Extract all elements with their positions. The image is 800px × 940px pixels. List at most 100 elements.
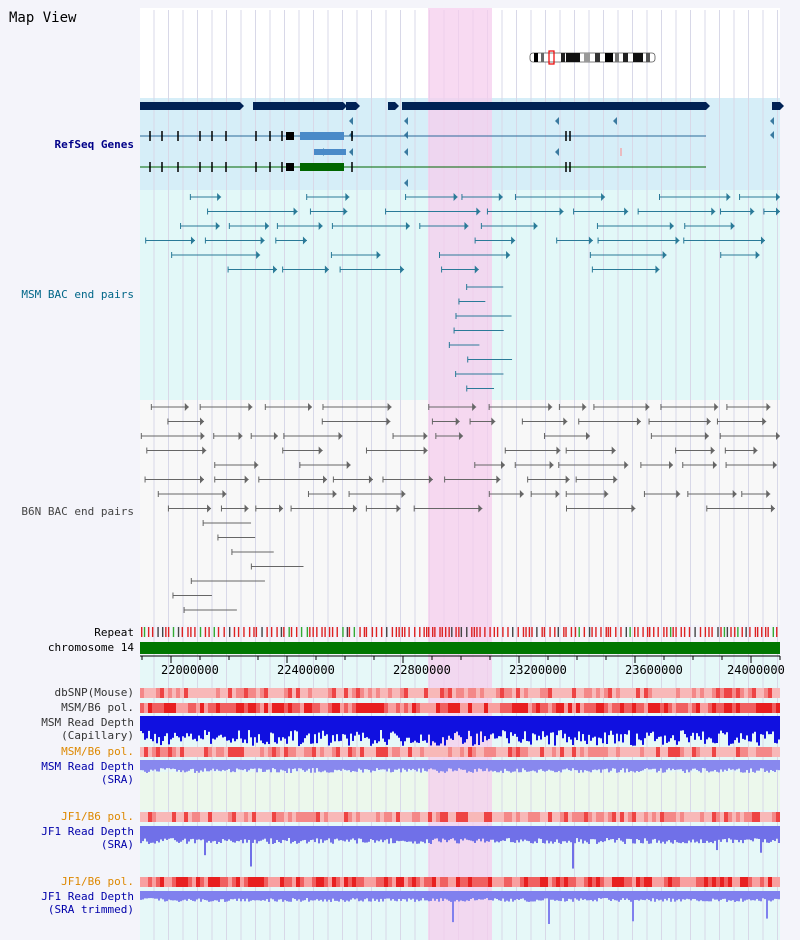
msm-sra-depth-bar [238,760,240,770]
msm-pol-heat-cell [584,703,588,713]
jf1-pol-heat-cell [752,812,756,822]
jf1-trimmed-depth-bar [390,891,392,901]
repeat-mark [414,627,416,637]
jf1-b6-pol-trimmed-label[interactable]: JF1/B6 pol. [61,875,134,888]
jf1-pol-trimmed-heat-cell [496,877,500,887]
msm-pol-heat-cell [628,703,632,713]
jf1-trimmed-depth-bar [374,891,376,901]
jf1-depth-bar [426,826,428,840]
jf1-trimmed-depth-bar [580,891,582,899]
jf1-pol-trimmed-heat-cell [208,877,212,887]
jf1-depth-bar [508,826,510,839]
jf1-pol-heat-cell [724,812,728,822]
b6n-bac-pair-marker [459,432,464,440]
jf1-pol-trimmed-heat-cell [248,877,252,887]
jf1-depth-bar [288,826,290,839]
jf1-depth-bar [186,826,188,844]
msm-pol-sra-heat-cell [184,747,188,757]
msm-depth-bar [208,716,210,732]
gene-exon [286,163,294,171]
jf1-trimmed-depth-bar [734,891,736,902]
jf1-trimmed-depth-bar [300,891,302,902]
msm-depth-bar [614,716,616,744]
msm-pol-heat-cell [612,703,616,713]
jf1-trimmed-depth-bar [418,891,420,902]
msm-bac-label[interactable]: MSM BAC end pairs [21,288,134,301]
jf1-trimmed-depth-bar [512,891,514,902]
jf1-depth-bar [684,826,686,844]
refseq-genes-label[interactable]: RefSeq Genes [54,138,134,151]
msm-depth-bar [188,716,190,737]
jf1-depth-bar [736,826,738,840]
msm-depth-bar [700,716,702,740]
msm-b6-pol-sra-label[interactable]: MSM/B6 pol. [61,745,134,758]
msm-sra-depth-bar [514,760,516,772]
jf1-pol-heat-cell [572,812,576,822]
jf1-pol-heat-cell [352,812,356,822]
jf1-trimmed-depth-bar [694,891,696,900]
repeat-mark [749,627,751,637]
jf1-depth-bar [592,826,594,840]
jf1-trimmed-depth-bar [570,891,572,900]
jf1-trimmed-depth-bar [228,891,230,901]
b6n-bac-pair-marker [613,475,618,484]
msm-read-depth-capillary-label[interactable]: MSM Read Depth (Capillary) [41,716,134,742]
jf1-depth-bar [738,826,740,843]
msm-sra-depth-bar [306,760,308,771]
msm-bac-pair-marker [293,207,298,216]
msm-sra-depth-bar [558,760,560,771]
msm-depth-bar [570,716,572,740]
jf1-trimmed-depth-bar [606,891,608,899]
msm-read-depth-sra-label[interactable]: MSM Read Depth (SRA) [41,760,134,786]
jf1-depth-bar [774,826,776,842]
jf1-read-depth-label[interactable]: JF1 Read Depth (SRA) [41,825,134,851]
repeat-mark [261,627,263,637]
jf1-pol-heat-cell [232,812,236,822]
b6n-bac-pair-marker [772,461,777,469]
msm-depth-bar [628,716,630,731]
jf1-depth-bar [392,826,394,844]
jf1-read-depth-trimmed-label[interactable]: JF1 Read Depth (SRA trimmed) [41,890,134,916]
msm-pol-sra-heat-cell [768,747,772,757]
jf1-pol-heat-cell [456,812,460,822]
msm-sra-depth-bar [250,760,252,769]
repeat-mark [243,627,245,637]
jf1-pol-heat-cell [772,812,776,822]
jf1-pol-trimmed-heat-cell [220,877,224,887]
msm-sra-depth-bar [168,760,170,769]
jf1-b6-pol-label[interactable]: JF1/B6 pol. [61,810,134,823]
dbsnp-heat-cell [176,688,180,698]
msm-sra-depth-bar [294,760,296,769]
repeat-mark [306,627,309,637]
dbsnp-heat-cell [384,688,388,698]
b6n-bac-label[interactable]: B6N BAC end pairs [21,505,134,518]
dbsnp-label[interactable]: dbSNP(Mouse) [54,686,134,699]
msm-pol-sra-heat-cell [176,747,180,757]
msm-pol-heat-cell [740,703,744,713]
msm-depth-bar [608,716,610,736]
jf1-pol-heat-cell [344,812,348,822]
b6n-bac-pair-marker [273,432,278,440]
dbsnp-heat-cell [212,688,216,698]
b6n-bac-pair-marker [202,446,207,455]
msm-pol-heat-cell [172,703,176,713]
dbsnp-heat-cell [148,688,152,698]
dbsnp-heat-cell [692,688,696,698]
repeat-mark [574,627,577,637]
jf1-pol-trimmed-heat-cell [748,877,752,887]
msm-sra-depth-bar [440,760,442,772]
dbsnp-heat-cell [468,688,472,698]
dbsnp-heat-cell [432,688,436,698]
msm-sra-depth-bar [212,760,214,769]
msm-depth-bar [660,716,662,737]
msm-pol-heat-cell [676,703,680,713]
dbsnp-heat-cell [336,688,340,698]
msm-bac-pair-marker [750,207,755,216]
jf1-trimmed-depth-bar [514,891,516,901]
jf1-depth-bar [666,826,668,842]
msm-sra-depth-bar [188,760,190,771]
jf1-pol-trimmed-heat-cell [200,877,204,887]
msm-pol-sra-heat-cell [500,747,504,757]
msm-b6-pol-label[interactable]: MSM/B6 pol. [61,701,134,714]
jf1-depth-bar [204,826,206,856]
